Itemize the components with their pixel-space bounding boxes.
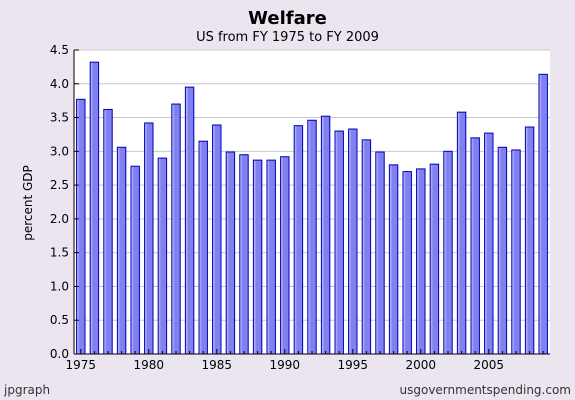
x-tick-label: 2000 (406, 358, 437, 372)
bar-1996 (361, 139, 372, 355)
x-tick-labels: 1975 1980 1985 1990 1995 2000 2005 (66, 358, 505, 372)
bar-1989 (266, 159, 276, 355)
x-tick-label: 1975 (66, 358, 97, 372)
bar-1986 (225, 151, 236, 355)
y-tick-label: 4.0 (50, 77, 69, 91)
bar-1993 (320, 115, 331, 355)
y-tick-label: 1.5 (50, 246, 69, 260)
footer-credit-left: jpgraph (4, 383, 51, 397)
bar-1992 (307, 119, 317, 355)
bar-1983 (184, 86, 195, 355)
bar-1976 (89, 61, 100, 355)
bar-1985 (212, 124, 222, 355)
bar-1995 (348, 128, 358, 355)
bar-2004 (470, 137, 480, 355)
y-tick-label: 2.0 (50, 212, 69, 226)
bar-1978 (116, 146, 127, 355)
bar-1999 (402, 171, 412, 355)
bar-2007 (511, 149, 521, 355)
x-tick-label: 1985 (202, 358, 233, 372)
bar-1987 (239, 154, 249, 355)
bar-2000 (416, 168, 426, 355)
x-tick-label: 1980 (134, 358, 165, 372)
y-tick-label: 1.0 (50, 279, 69, 293)
y-tick-label: 3.5 (50, 111, 69, 125)
bar-2001 (429, 163, 440, 355)
bar-1998 (388, 164, 399, 355)
chart-subtitle: US from FY 1975 to FY 2009 (196, 30, 379, 45)
x-tick-label: 1990 (270, 358, 301, 372)
x-tick-label: 1995 (338, 358, 369, 372)
bar-1977 (103, 108, 113, 355)
chart-title: Welfare (248, 8, 327, 29)
bar-1997 (375, 151, 385, 355)
bar-2006 (497, 146, 508, 355)
bar-1988 (252, 159, 263, 355)
bar-2003 (456, 111, 467, 355)
bar-1980 (144, 122, 154, 355)
bar-1981 (157, 157, 168, 355)
bar-1975 (76, 98, 86, 355)
y-tick-label: 3.0 (50, 144, 69, 158)
bar-2008 (524, 126, 535, 355)
bar-1984 (198, 140, 208, 355)
bar-2005 (484, 132, 494, 355)
x-tick-label: 2005 (474, 358, 505, 372)
bar-1994 (334, 130, 344, 355)
y-tick-label: 2.5 (50, 178, 69, 192)
y-tick-label: 4.5 (50, 43, 69, 57)
bar-2002 (443, 150, 453, 355)
axes (73, 49, 550, 355)
footer-credit-right: usgovernmentspending.com (399, 383, 572, 397)
bar-1979 (130, 165, 140, 355)
y-tick-labels: 0.0 0.5 1.0 1.5 2.0 2.5 3.0 3.5 4.0 4.5 (50, 43, 69, 361)
bar-2009 (538, 73, 548, 355)
bar-1982 (171, 103, 181, 355)
y-tick-label: 0.5 (50, 313, 69, 327)
bar-1991 (293, 125, 304, 355)
bar-1990 (280, 156, 290, 355)
y-tick-label: 0.0 (50, 347, 69, 361)
